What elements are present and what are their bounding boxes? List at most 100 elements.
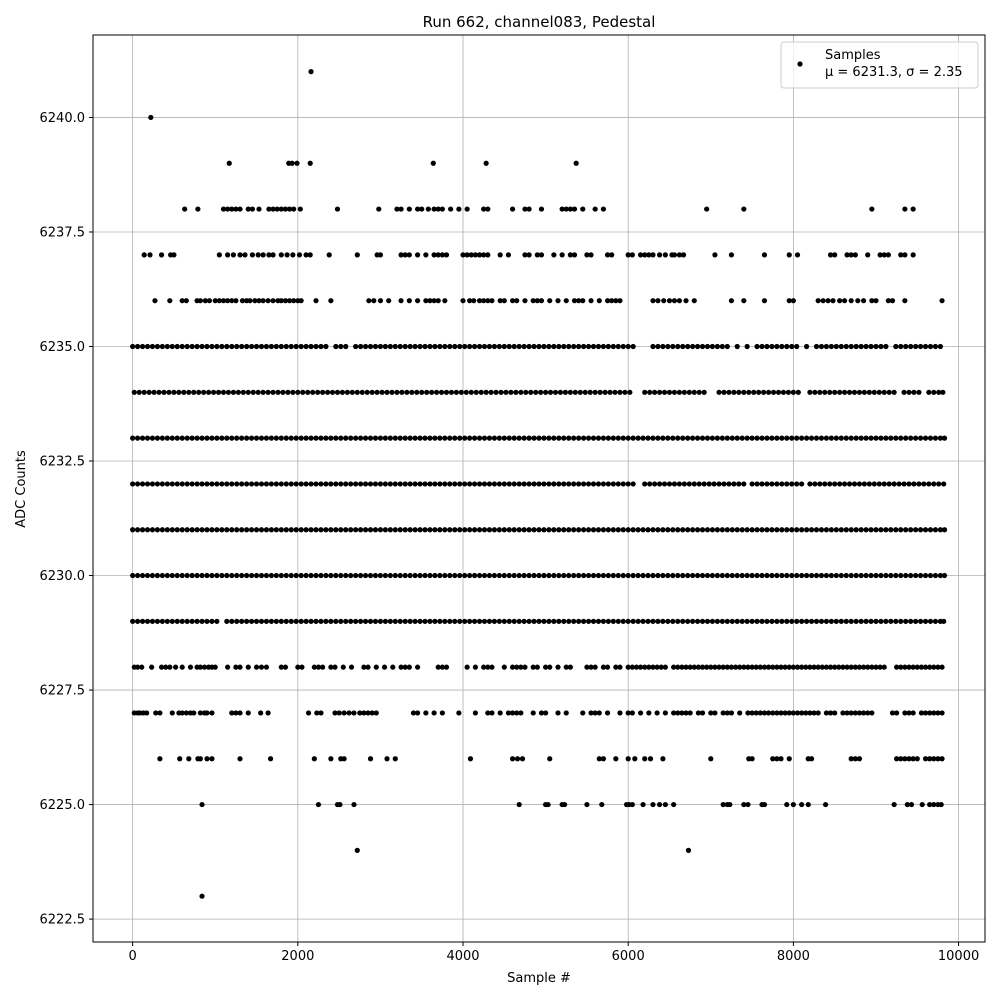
data-point xyxy=(259,573,264,578)
data-point xyxy=(690,527,695,532)
data-point xyxy=(593,206,598,211)
data-point xyxy=(145,436,150,441)
data-point xyxy=(294,527,299,532)
data-point xyxy=(368,527,373,532)
data-point xyxy=(437,527,442,532)
data-point xyxy=(920,802,925,807)
data-point xyxy=(229,619,234,624)
data-point xyxy=(645,573,650,578)
data-point xyxy=(204,344,209,349)
data-point xyxy=(244,619,249,624)
data-point xyxy=(844,527,849,532)
data-point xyxy=(353,619,358,624)
data-point xyxy=(144,710,149,715)
data-point xyxy=(290,390,295,395)
data-point xyxy=(209,481,214,486)
data-point xyxy=(799,527,804,532)
data-point xyxy=(586,527,591,532)
grid-layer xyxy=(93,35,985,942)
data-point xyxy=(660,436,665,441)
data-point xyxy=(393,573,398,578)
data-point xyxy=(621,481,626,486)
data-point xyxy=(328,436,333,441)
data-point xyxy=(584,802,589,807)
data-point xyxy=(580,298,585,303)
data-point xyxy=(185,573,190,578)
data-point xyxy=(510,756,515,761)
data-point xyxy=(806,802,811,807)
data-point xyxy=(940,390,945,395)
data-point xyxy=(383,344,388,349)
data-point xyxy=(427,481,432,486)
data-point xyxy=(432,344,437,349)
data-point xyxy=(204,436,209,441)
data-point xyxy=(863,436,868,441)
data-point xyxy=(145,527,150,532)
data-point xyxy=(725,619,730,624)
data-point xyxy=(721,390,726,395)
data-point xyxy=(687,481,692,486)
data-point xyxy=(926,481,931,486)
data-point xyxy=(809,527,814,532)
data-point xyxy=(447,619,452,624)
data-point xyxy=(817,481,822,486)
data-point xyxy=(606,527,611,532)
data-point xyxy=(606,573,611,578)
data-point xyxy=(586,573,591,578)
data-point xyxy=(551,573,556,578)
chart-title: Run 662, channel083, Pedestal xyxy=(423,13,656,31)
data-point xyxy=(399,390,404,395)
data-point xyxy=(429,390,434,395)
data-point xyxy=(652,390,657,395)
data-point xyxy=(531,619,536,624)
data-point xyxy=(259,619,264,624)
data-point xyxy=(403,344,408,349)
data-point xyxy=(809,573,814,578)
data-point xyxy=(710,436,715,441)
data-point xyxy=(764,481,769,486)
data-point xyxy=(695,619,700,624)
data-point xyxy=(556,436,561,441)
data-point xyxy=(343,436,348,441)
data-point xyxy=(821,298,826,303)
data-point xyxy=(393,344,398,349)
data-point xyxy=(170,436,175,441)
data-point xyxy=(452,481,457,486)
data-point xyxy=(373,436,378,441)
data-point xyxy=(312,756,317,761)
data-point xyxy=(621,619,626,624)
data-point xyxy=(556,619,561,624)
data-point xyxy=(839,344,844,349)
data-point xyxy=(204,619,209,624)
data-point xyxy=(227,161,232,166)
data-point xyxy=(195,206,200,211)
data-point xyxy=(854,344,859,349)
data-point xyxy=(571,573,576,578)
data-point xyxy=(155,619,160,624)
data-point xyxy=(911,481,916,486)
data-point xyxy=(323,436,328,441)
data-point xyxy=(160,436,165,441)
data-point xyxy=(685,619,690,624)
data-point xyxy=(766,390,771,395)
data-point xyxy=(754,436,759,441)
data-point xyxy=(789,527,794,532)
data-point xyxy=(462,481,467,486)
data-point xyxy=(857,481,862,486)
data-point xyxy=(224,573,229,578)
data-point xyxy=(254,619,259,624)
data-point xyxy=(791,390,796,395)
data-point xyxy=(417,573,422,578)
data-point xyxy=(648,756,653,761)
data-point xyxy=(294,161,299,166)
data-point xyxy=(859,573,864,578)
data-point xyxy=(842,390,847,395)
data-point xyxy=(531,710,536,715)
data-point xyxy=(388,436,393,441)
data-point xyxy=(541,619,546,624)
data-point xyxy=(911,710,916,715)
data-point xyxy=(898,344,903,349)
data-point xyxy=(901,481,906,486)
data-point xyxy=(754,481,759,486)
data-point xyxy=(928,619,933,624)
